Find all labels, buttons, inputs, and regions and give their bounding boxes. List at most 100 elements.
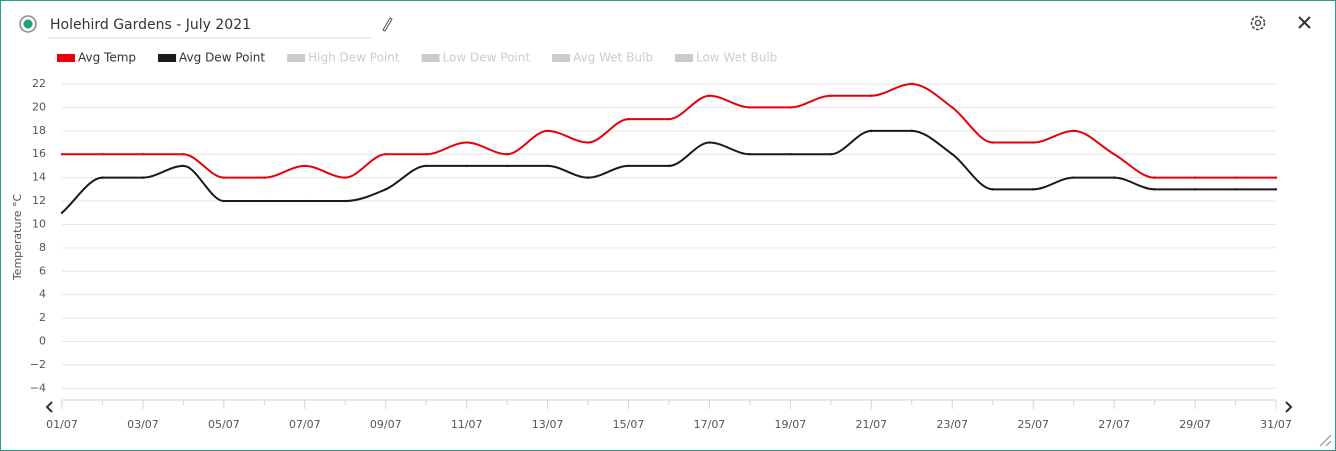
point-dot [505,164,509,168]
point-dot [1234,188,1237,191]
y-tick-label: 8 [39,241,46,254]
point-dot [60,153,64,156]
point-dot [1032,141,1035,144]
x-tick-label: 21/07 [855,418,887,431]
point-dot [1193,188,1197,191]
point-dot [586,176,590,179]
x-tick-label: 09/07 [370,418,402,431]
point-dot [627,164,630,168]
y-tick-label: 6 [39,264,46,277]
point-dot [1112,153,1116,156]
y-tick-label: 20 [32,100,46,113]
x-tick-label: 07/07 [289,418,321,431]
y-tick-label: 22 [32,77,46,90]
point-dot [60,211,64,214]
x-tick-label: 03/07 [127,418,159,431]
x-tick-label: 15/07 [613,418,645,431]
legend-label[interactable]: High Dew Point [308,51,400,65]
point-dot [546,129,549,133]
point-dot [667,164,671,168]
legend-swatch [57,54,75,62]
point-dot [789,153,792,156]
y-tick-label: 2 [39,311,46,324]
x-tick-label: 19/07 [775,418,807,431]
point-dot [344,199,347,203]
x-tick-label: 25/07 [1017,418,1049,431]
point-dot [910,82,913,86]
scroll-left[interactable] [45,401,53,413]
point-dot [1274,188,1278,191]
point-dot [425,164,428,168]
point-dot [303,164,306,168]
point-dot [384,188,387,191]
legend-swatch [552,54,571,62]
scroll-right[interactable] [1285,401,1293,413]
point-dot [991,188,994,191]
x-tick-label: 13/07 [532,418,564,431]
point-dot [141,153,145,156]
y-tick-label: 18 [32,124,46,137]
point-dot [1072,176,1075,179]
status-ring[interactable] [19,15,37,33]
point-dot [101,153,104,156]
widget-title[interactable]: Holehird Gardens - July 2021 [50,17,251,33]
point-dot [101,176,104,179]
point-dot [1234,176,1237,179]
point-dot [708,94,711,97]
close-button[interactable] [1298,16,1311,29]
legend-label[interactable]: Avg Temp [78,51,136,65]
y-tick-label: 10 [32,217,46,230]
y-tick-label: −2 [30,358,46,371]
point-dot [1072,129,1075,133]
point-dot [1032,188,1035,191]
point-dot [627,117,630,121]
point-dot [829,94,833,97]
edit-icon[interactable] [382,17,393,32]
x-tick-label: 17/07 [694,418,726,431]
point-dot [465,164,468,168]
point-dot [182,164,185,168]
point-dot [1153,176,1156,179]
point-dot [1153,188,1156,191]
point-dot [789,106,792,109]
point-dot [748,106,752,109]
legend-swatch [287,54,306,62]
status-dot [23,19,33,29]
y-tick-label: 16 [32,147,46,160]
y-tick-label: 0 [39,334,46,347]
point-dot [1274,176,1278,179]
point-dot [870,94,873,97]
x-tick-label: 01/07 [46,418,78,431]
point-dot [1112,176,1116,179]
legend-swatch [674,54,693,62]
point-dot [222,199,226,203]
legend-label[interactable]: Low Wet Bulb [696,51,777,65]
point-dot [667,117,671,121]
point-dot [910,129,913,133]
x-tick-label: 11/07 [451,418,483,431]
legend-label[interactable]: Low Dew Point [443,51,531,65]
point-dot [263,176,266,179]
point-dot [425,153,428,156]
point-dot [546,164,549,168]
y-tick-label: 12 [32,194,46,207]
point-dot [141,176,145,179]
x-tick-label: 23/07 [936,418,968,431]
y-tick-label: 14 [32,171,46,184]
point-dot [384,153,387,156]
x-tick-label: 31/07 [1260,418,1292,431]
point-dot [263,199,266,203]
legend-label[interactable]: Avg Wet Bulb [573,51,653,65]
resize-handle[interactable] [1319,434,1332,447]
x-tick-label: 05/07 [208,418,240,431]
point-dot [708,141,711,144]
settings-icon[interactable] [1250,15,1266,31]
point-dot [303,199,306,203]
y-tick-label: 4 [39,288,46,301]
point-dot [344,176,347,179]
legend-label[interactable]: Avg Dew Point [179,51,265,65]
y-tick-label: −4 [30,381,46,394]
point-dot [991,141,994,144]
